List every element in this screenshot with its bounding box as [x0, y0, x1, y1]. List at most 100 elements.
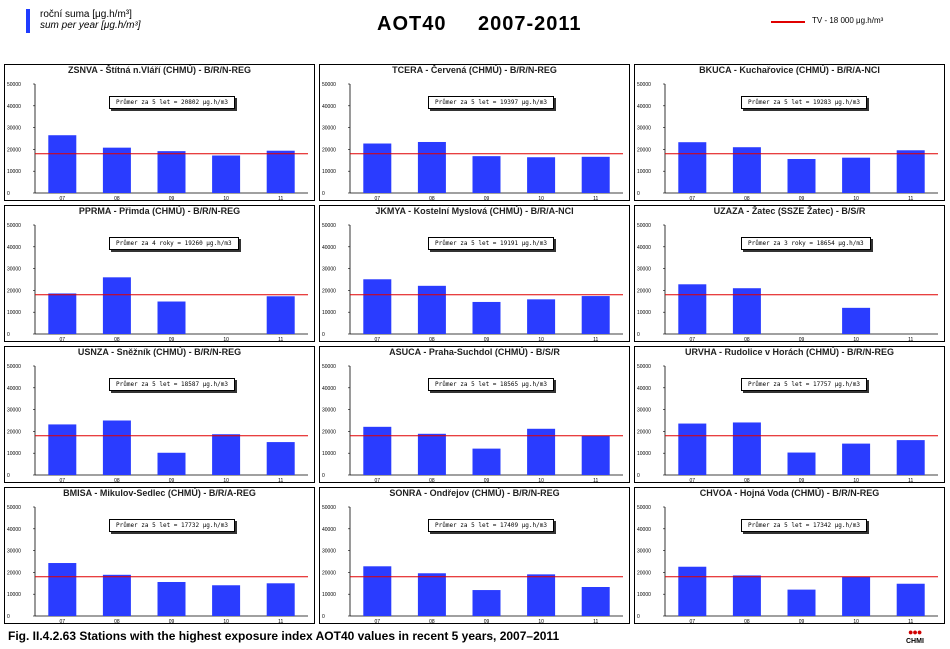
- bar-10: [842, 307, 871, 334]
- station-chart: 0 10000 20000 30000 40000 50000 07 08 09 10 11: [322, 364, 623, 483]
- x-tick-label: 08: [429, 478, 435, 483]
- x-tick-label: 10: [538, 619, 544, 624]
- x-tick-label: 11: [278, 196, 283, 201]
- y-tick-label: 30000: [7, 549, 21, 555]
- x-tick-label: 09: [799, 196, 805, 201]
- bar-08: [417, 433, 446, 475]
- bar-07: [48, 424, 77, 475]
- station-chart: 0 10000 20000 30000 40000 50000 07 08 09 10 11: [7, 82, 308, 201]
- y-tick-label: 10000: [322, 310, 336, 316]
- y-tick-label: 40000: [637, 245, 651, 251]
- y-tick-label: 40000: [7, 104, 21, 110]
- x-tick-label: 09: [484, 337, 490, 342]
- bar-10: [212, 155, 241, 193]
- y-tick-label: 50000: [637, 82, 651, 88]
- bar-10: [527, 299, 556, 334]
- x-tick-label: 11: [908, 478, 913, 483]
- y-tick-label: 0: [637, 332, 640, 338]
- average-label: Průmer za 4 roky = 19260 μg.h/m3: [109, 237, 239, 250]
- x-tick-label: 10: [853, 337, 859, 342]
- x-tick-label: 07: [690, 196, 696, 201]
- y-tick-label: 0: [322, 332, 325, 338]
- bar-10: [527, 157, 556, 193]
- x-tick-label: 08: [429, 619, 435, 624]
- station-chart: 0 10000 20000 30000 40000 50000 07 08 09 10 11: [322, 505, 623, 624]
- bar-08: [417, 573, 446, 616]
- x-tick-label: 10: [223, 478, 229, 483]
- x-tick-label: 07: [60, 337, 66, 342]
- y-tick-label: 20000: [637, 429, 651, 435]
- x-tick-label: 11: [593, 478, 598, 483]
- bar-07: [48, 293, 77, 334]
- station-chart-panel: 0 10000 20000 30000 40000 50000 07 08 09 10 11 BKUC…: [634, 64, 945, 201]
- average-label: Průmer za 5 let = 18587 μg.h/m3: [109, 378, 235, 391]
- x-tick-label: 10: [223, 337, 229, 342]
- x-tick-label: 07: [375, 478, 381, 483]
- x-tick-label: 11: [278, 337, 283, 342]
- y-tick-label: 50000: [637, 223, 651, 229]
- x-tick-label: 11: [593, 196, 598, 201]
- bar-07: [48, 563, 77, 616]
- average-label: Průmer za 5 let = 17342 μg.h/m3: [741, 519, 867, 532]
- bar-07: [363, 279, 392, 334]
- x-tick-label: 09: [169, 619, 175, 624]
- y-tick-label: 40000: [322, 245, 336, 251]
- bar-10: [842, 443, 871, 475]
- x-tick-label: 07: [60, 619, 66, 624]
- y-tick-label: 30000: [322, 126, 336, 132]
- y-tick-label: 50000: [637, 364, 651, 370]
- x-tick-label: 07: [375, 619, 381, 624]
- bar-08: [732, 422, 761, 475]
- x-tick-label: 11: [908, 337, 913, 342]
- page-title: AOT40: [377, 13, 447, 35]
- bar-08: [102, 574, 131, 616]
- x-tick-label: 11: [278, 619, 283, 624]
- y-tick-label: 0: [322, 614, 325, 620]
- x-tick-label: 11: [278, 478, 283, 483]
- bar-08: [417, 285, 446, 334]
- x-tick-label: 07: [690, 619, 696, 624]
- y-tick-label: 20000: [322, 570, 336, 576]
- legend-swatch: [26, 9, 30, 33]
- x-tick-label: 09: [799, 337, 805, 342]
- station-chart-panel: 0 10000 20000 30000 40000 50000 07 08 09 10 11 BMIS…: [4, 487, 315, 624]
- x-tick-label: 08: [744, 337, 750, 342]
- y-tick-label: 10000: [7, 451, 21, 457]
- x-tick-label: 10: [538, 478, 544, 483]
- x-tick-label: 10: [223, 619, 229, 624]
- station-title: URVHA - Rudolice v Horách (CHMÚ) - B/R/N…: [684, 347, 894, 357]
- x-tick-label: 09: [484, 619, 490, 624]
- station-chart-panel: 0 10000 20000 30000 40000 50000 07 08 09 10 11 JKMY…: [319, 205, 630, 342]
- station-chart-panel: 0 10000 20000 30000 40000 50000 07 08 09 10 11 PPRM…: [4, 205, 315, 342]
- x-tick-label: 10: [538, 337, 544, 342]
- station-title: PPRMA - Přimda (CHMÚ) - B/R/N-REG: [78, 206, 241, 216]
- bar-11: [581, 296, 610, 334]
- x-tick-label: 08: [744, 619, 750, 624]
- bar-11: [896, 440, 925, 475]
- y-tick-label: 30000: [322, 267, 336, 273]
- bar-08: [732, 575, 761, 616]
- y-tick-label: 30000: [637, 126, 651, 132]
- x-tick-label: 08: [114, 337, 120, 342]
- y-tick-label: 20000: [7, 147, 21, 153]
- bar-08: [732, 147, 761, 193]
- station-chart: 0 10000 20000 30000 40000 50000 07 08 09 10 11: [322, 82, 623, 201]
- y-tick-label: 40000: [322, 104, 336, 110]
- bar-08: [417, 141, 446, 193]
- bar-11: [896, 150, 925, 193]
- y-tick-label: 50000: [322, 223, 336, 229]
- y-tick-label: 10000: [322, 592, 336, 598]
- bar-09: [787, 589, 816, 616]
- y-tick-label: 0: [637, 191, 640, 197]
- bar-07: [678, 566, 707, 616]
- station-title: SONRA - Ondřejov (CHMÚ) - B/R/N-REG: [389, 488, 560, 498]
- bar-09: [472, 301, 501, 334]
- y-tick-label: 30000: [7, 267, 21, 273]
- y-tick-label: 40000: [7, 386, 21, 392]
- station-title: BMISA - Mikulov-Sedlec (CHMÚ) - B/R/A-RE…: [63, 488, 256, 498]
- x-tick-label: 07: [375, 337, 381, 342]
- x-tick-label: 08: [114, 619, 120, 624]
- average-label: Průmer za 5 let = 19283 μg.h/m3: [741, 96, 867, 109]
- x-tick-label: 11: [593, 337, 598, 342]
- x-tick-label: 09: [169, 478, 175, 483]
